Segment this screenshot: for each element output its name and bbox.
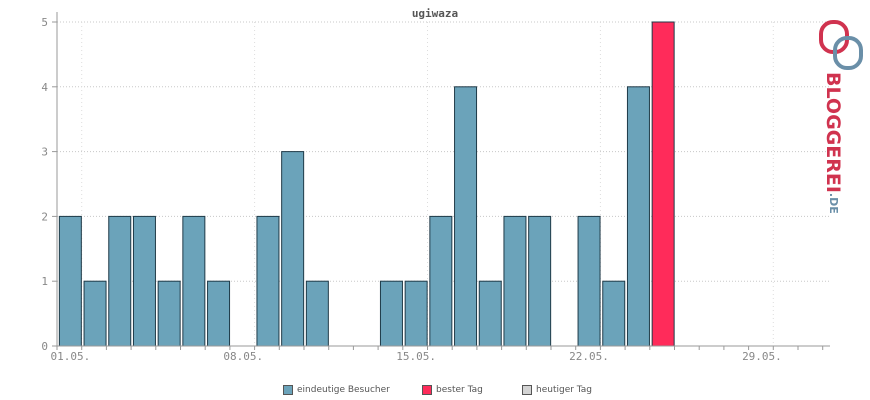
x-tick-label: 29.05. — [742, 350, 782, 363]
bar-visitors — [626, 86, 650, 347]
legend-swatch-today — [522, 385, 532, 395]
y-tick-label: 4 — [41, 81, 48, 94]
bar-best-day — [651, 21, 675, 347]
bar-visitors — [429, 215, 453, 347]
y-tick-label: 3 — [41, 146, 48, 159]
bar-visitors — [58, 215, 82, 347]
bloggerei-logo — [815, 18, 865, 218]
bars — [58, 21, 675, 347]
legend-swatch-best-day — [422, 385, 432, 395]
y-tick-label: 5 — [41, 16, 48, 29]
legend: eindeutige Besucher bester Tag heutiger … — [0, 385, 870, 399]
legend-item-visitors: eindeutige Besucher — [283, 385, 390, 395]
y-tick-label: 2 — [41, 210, 48, 223]
bar-visitors — [108, 215, 132, 347]
bar-visitors — [207, 280, 231, 347]
x-tick-label: 01.05. — [50, 350, 90, 363]
bar-visitors — [305, 280, 329, 347]
bar-visitors — [132, 215, 156, 347]
chart-title: ugiwaza — [412, 7, 458, 20]
bar-visitors — [157, 280, 181, 347]
x-tick-label: 15.05. — [396, 350, 436, 363]
bar-visitors — [528, 215, 552, 347]
bar-visitors — [281, 151, 305, 347]
y-tick-label: 0 — [41, 340, 48, 353]
bloggerei-logo-text: BLOGGEREI.DE — [822, 72, 844, 214]
x-tick-label: 22.05. — [569, 350, 609, 363]
legend-label-visitors: eindeutige Besucher — [297, 385, 390, 395]
bar-visitors — [503, 215, 527, 347]
axes: 0 1 2 3 4 5 01.05. 08.05. 15.05. 22.05. 29.05. — [41, 12, 830, 363]
bar-visitors — [602, 280, 626, 347]
bar-visitors — [182, 215, 206, 347]
legend-label-today: heutiger Tag — [536, 385, 593, 395]
bar-visitors — [83, 280, 107, 347]
bar-visitors — [404, 280, 428, 347]
bar-visitors — [454, 86, 478, 347]
bloggerei-logo-icon — [819, 20, 863, 70]
y-tick-label: 1 — [41, 275, 48, 288]
bar-visitors — [577, 215, 601, 347]
legend-item-today: heutiger Tag — [522, 385, 592, 395]
x-tick-label: 08.05. — [223, 350, 263, 363]
bar-visitors — [256, 215, 280, 347]
bar-visitors — [379, 280, 403, 347]
legend-swatch-visitors — [283, 385, 293, 395]
legend-label-best-day: bester Tag — [436, 385, 483, 395]
bar-visitors — [478, 280, 502, 347]
legend-item-best-day: bester Tag — [422, 385, 483, 395]
